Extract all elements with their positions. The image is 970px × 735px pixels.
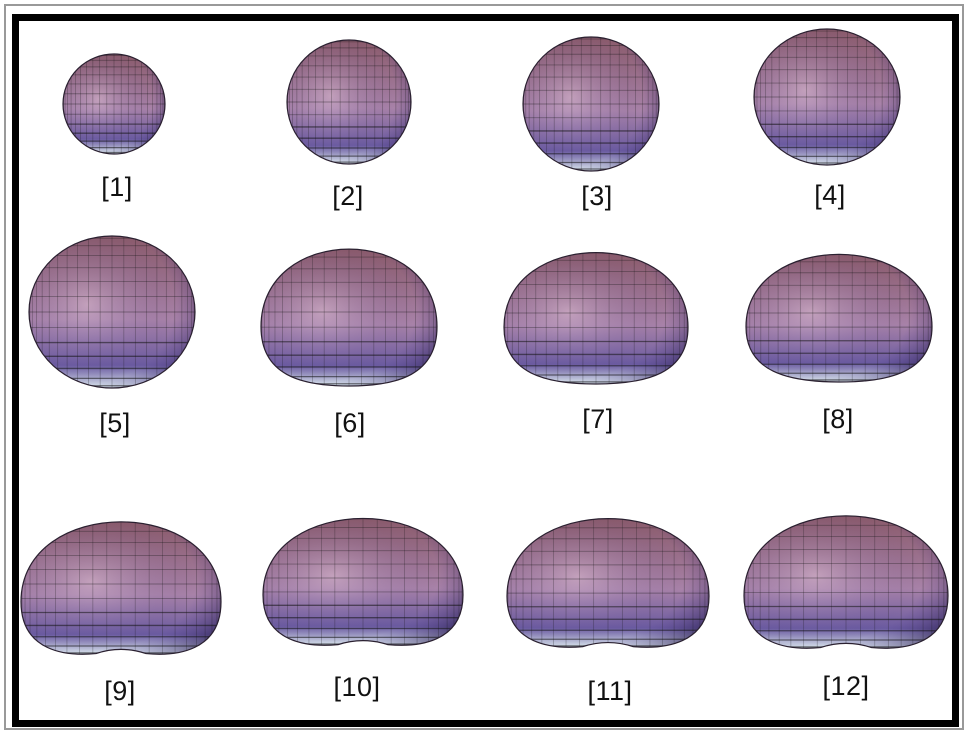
shape-outline (286, 39, 412, 165)
mesh-lines (263, 518, 463, 646)
mesh-lines (754, 29, 900, 165)
panel-label-1: [1] (101, 172, 133, 202)
shape-shading (507, 518, 709, 648)
panel-label-12: [12] (822, 671, 870, 701)
panel-label-3: [3] (581, 181, 613, 211)
shape-5 (28, 235, 196, 389)
mesh-lines (261, 249, 437, 386)
panel-label-5: [5] (99, 408, 131, 438)
panel-label-8: [8] (822, 404, 854, 434)
shape-outline (62, 53, 166, 155)
shape-outline (745, 253, 933, 383)
mesh-lines (523, 37, 659, 171)
mesh-lines (504, 252, 688, 384)
shape-shading (746, 254, 932, 382)
shape-4 (753, 28, 901, 166)
shape-outline (262, 518, 464, 646)
shape-shading (287, 40, 411, 164)
panel-label-9: [9] (104, 676, 136, 706)
shape-shading (28, 235, 196, 389)
mesh-lines (746, 254, 932, 382)
shape-7 (503, 252, 689, 385)
mesh-lines (63, 54, 165, 154)
shape-6 (260, 248, 438, 387)
mesh-lines (287, 40, 411, 164)
panel-label-7: [7] (582, 404, 614, 434)
shape-outline (20, 521, 222, 655)
shape-shading (523, 37, 659, 171)
shape-outline (506, 518, 710, 648)
shape-outline (753, 28, 901, 166)
shape-11 (506, 518, 710, 648)
shape-shading (21, 521, 221, 655)
shape-shading (263, 518, 463, 646)
panel-label-10: [10] (333, 672, 381, 702)
mesh-lines (507, 518, 709, 648)
shape-outline (260, 248, 438, 387)
shape-shading (63, 54, 165, 154)
panel-label-2: [2] (332, 181, 364, 211)
shape-shading (754, 29, 900, 165)
shape-shading (261, 249, 437, 386)
shape-shading (744, 515, 948, 649)
panel-label-6: [6] (334, 408, 366, 438)
shape-1 (62, 53, 166, 155)
shape-2 (286, 39, 412, 165)
panel-label-11: [11] (587, 676, 633, 706)
shape-8 (745, 253, 933, 383)
shape-10 (262, 518, 464, 646)
mesh-lines (744, 515, 948, 649)
panel-label-4: [4] (814, 180, 846, 210)
outer-border (4, 4, 964, 730)
shape-3 (522, 36, 660, 172)
mesh-lines (21, 521, 221, 655)
shape-outline (28, 235, 196, 389)
shape-outline (743, 515, 949, 649)
mesh-lines (28, 235, 196, 389)
shape-outline (503, 252, 689, 385)
shape-shading (504, 252, 688, 384)
shape-9 (20, 521, 222, 655)
shape-outline (522, 36, 660, 172)
shape-12 (743, 515, 949, 649)
